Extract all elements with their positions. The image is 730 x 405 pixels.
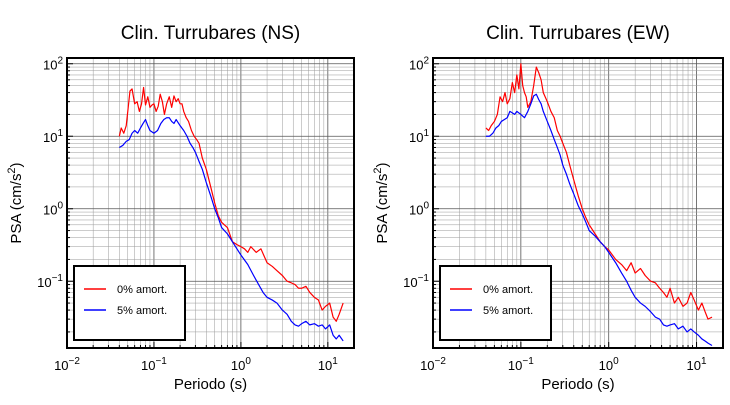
x-tick-label: 101 bbox=[687, 356, 707, 373]
legend-label-0pct: 0% amort. bbox=[117, 284, 167, 296]
y-axis-label: PSA (cm/s2) bbox=[6, 162, 25, 243]
x-tick-label: 100 bbox=[231, 356, 251, 373]
x-axis-label: Periodo (s) bbox=[541, 376, 614, 393]
y-tick-label: 102 bbox=[409, 56, 429, 73]
chart-series-group bbox=[485, 63, 713, 346]
x-tick-label: 10−1 bbox=[141, 356, 167, 373]
x-tick-label: 10−2 bbox=[420, 356, 446, 373]
legend: 0% amort. 5% amort. bbox=[439, 265, 552, 341]
series-line-0pct-damping bbox=[485, 63, 713, 320]
x-axis-label: Periodo (s) bbox=[174, 376, 247, 393]
chart-series-group bbox=[118, 86, 344, 342]
axis-ticks bbox=[432, 63, 724, 348]
x-tick-label: 10−2 bbox=[54, 356, 80, 373]
series-line-5pct-damping bbox=[119, 117, 344, 342]
y-tick-label: 101 bbox=[409, 128, 429, 145]
y-tick-label: 100 bbox=[43, 201, 63, 218]
y-tick-label: 10−1 bbox=[403, 273, 429, 290]
y-tick-label: 10−1 bbox=[37, 273, 63, 290]
legend-box bbox=[73, 265, 186, 341]
y-tick-labels: 10−1 100 101 102 bbox=[403, 56, 429, 290]
axis-ticks bbox=[66, 63, 355, 348]
chart-title: Clin. Turrubares (NS) bbox=[121, 23, 301, 44]
y-tick-label: 102 bbox=[43, 56, 63, 73]
x-tick-labels: 10−2 10−1 100 101 bbox=[54, 356, 338, 373]
chart-panel-ns: Clin. Turrubares (NS) 10−2 10−1 100 101 … bbox=[6, 23, 355, 393]
series-line-5pct-damping bbox=[485, 93, 713, 346]
chart-title: Clin. Turrubares (EW) bbox=[486, 23, 670, 44]
y-tick-label: 101 bbox=[43, 128, 63, 145]
x-tick-label: 101 bbox=[318, 356, 338, 373]
y-tick-label: 100 bbox=[409, 201, 429, 218]
legend-label-5pct: 5% amort. bbox=[117, 305, 167, 317]
x-tick-label: 100 bbox=[599, 356, 619, 373]
legend-box bbox=[439, 265, 552, 341]
series-line-0pct-damping bbox=[118, 86, 344, 322]
legend: 0% amort. 5% amort. bbox=[73, 265, 186, 341]
x-tick-labels: 10−2 10−1 100 101 bbox=[420, 356, 707, 373]
plot-frame bbox=[432, 57, 724, 349]
plot-frame bbox=[66, 57, 355, 349]
x-tick-label: 10−1 bbox=[508, 356, 534, 373]
chart-panel-ew: Clin. Turrubares (EW) 10−2 10−1 100 101 … bbox=[372, 23, 724, 393]
legend-label-5pct: 5% amort. bbox=[483, 305, 533, 317]
y-tick-labels: 10−1 100 101 102 bbox=[37, 56, 63, 290]
legend-label-0pct: 0% amort. bbox=[483, 284, 533, 296]
y-axis-label: PSA (cm/s2) bbox=[372, 162, 391, 243]
